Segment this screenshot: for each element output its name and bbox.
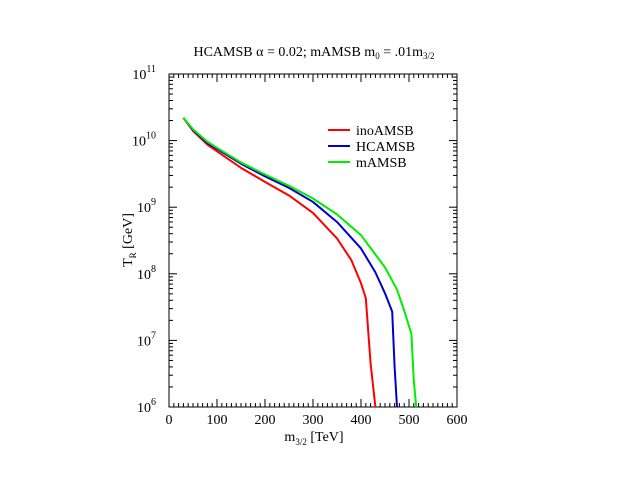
legend-label-1: HCAMSB: [356, 140, 415, 155]
series-line-0: [182, 117, 377, 408]
x-tick-label: 600: [447, 413, 468, 428]
y-axis-label-sub: R: [128, 252, 138, 258]
chart-title: HCAMSB α = 0.02; mAMSB m0 = .01m3/2: [193, 45, 434, 61]
x-tick-label: 300: [303, 413, 324, 428]
x-tick-labels: 0 100 200 300 400 500 600: [166, 413, 468, 428]
x-axis-label-tail: [TeV]: [307, 430, 344, 445]
y-axis-label-main: T: [121, 258, 136, 267]
x-tick-label: 0: [166, 413, 173, 428]
legend-label-2: mAMSB: [356, 156, 407, 171]
y-tick-label: 1010: [132, 131, 156, 150]
series-line-1: [182, 117, 398, 408]
x-tick-label: 100: [207, 413, 228, 428]
y-tick-label: 109: [137, 197, 156, 216]
y-tick-labels: 106 107 108 109 1010 1011: [132, 64, 156, 416]
x-axis-label: m3/2 [TeV]: [284, 430, 343, 447]
y-tick-label: 108: [137, 264, 156, 283]
plot-frame: [168, 73, 458, 408]
axis-ticks: [168, 73, 458, 408]
y-axis-label-tail: [GeV]: [121, 213, 136, 252]
x-tick-label: 400: [351, 413, 372, 428]
y-axis-label: TR [GeV]: [121, 213, 138, 267]
series-line-2: [182, 117, 418, 408]
x-tick-label: 500: [399, 413, 420, 428]
x-axis-label-sub: 3/2: [295, 437, 307, 447]
legend-label-0: inoAMSB: [356, 124, 414, 139]
chart-title-mid: = .01m: [380, 45, 423, 60]
chart-title-sub2: 3/2: [423, 51, 435, 61]
series-curves: [182, 117, 418, 408]
y-tick-label: 1011: [132, 64, 156, 83]
chart-title-main: HCAMSB α = 0.02; mAMSB m: [193, 45, 375, 60]
x-tick-label: 200: [255, 413, 276, 428]
y-tick-label: 106: [137, 397, 156, 416]
chart-title-sub1: 0: [375, 51, 380, 61]
y-tick-label: 107: [137, 330, 156, 349]
x-axis-label-main: m: [284, 430, 295, 445]
